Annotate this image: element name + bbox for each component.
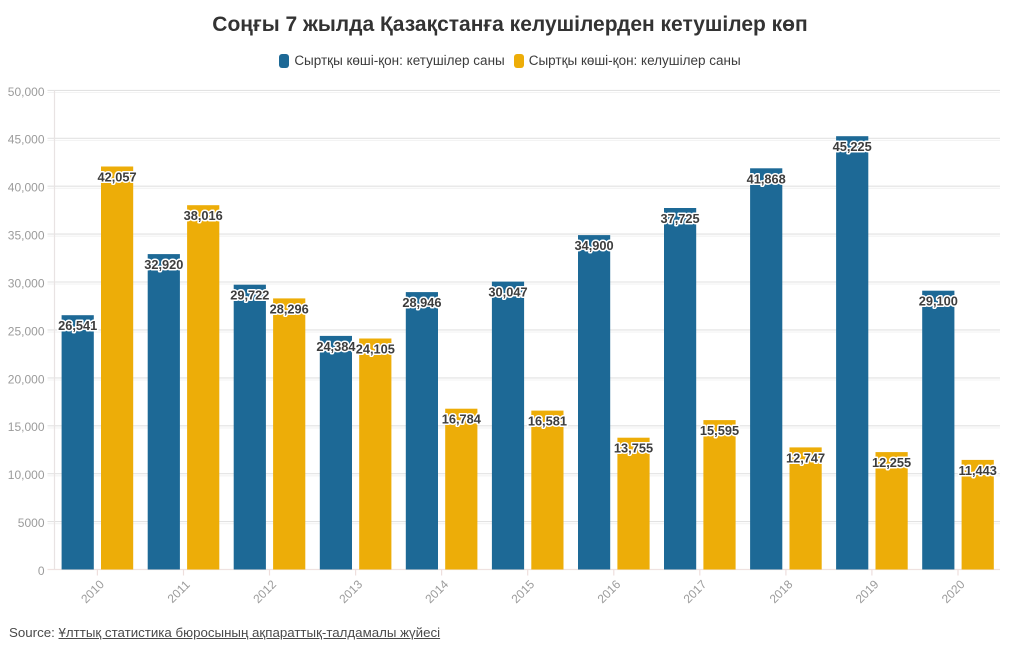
svg-text:12,255: 12,255 — [872, 455, 911, 470]
svg-text:2015: 2015 — [508, 577, 537, 606]
svg-text:50,000: 50,000 — [8, 85, 45, 99]
svg-text:45,000: 45,000 — [8, 133, 45, 147]
svg-text:26,541: 26,541 — [58, 318, 97, 333]
svg-text:30,000: 30,000 — [8, 276, 45, 290]
svg-text:24,384: 24,384 — [316, 339, 356, 354]
svg-text:16,581: 16,581 — [528, 414, 567, 429]
svg-text:38,016: 38,016 — [184, 208, 223, 223]
svg-text:20,000: 20,000 — [8, 372, 45, 386]
svg-text:15,595: 15,595 — [700, 423, 739, 438]
svg-text:28,946: 28,946 — [402, 295, 441, 310]
svg-text:2016: 2016 — [595, 577, 624, 606]
svg-text:16,784: 16,784 — [442, 412, 482, 427]
svg-text:2014: 2014 — [422, 577, 451, 606]
svg-text:45,225: 45,225 — [833, 139, 872, 154]
svg-text:41,868: 41,868 — [747, 171, 786, 186]
svg-text:2010: 2010 — [78, 577, 107, 606]
svg-text:24,105: 24,105 — [356, 342, 395, 357]
svg-text:13,755: 13,755 — [614, 441, 653, 456]
svg-text:0: 0 — [38, 564, 45, 578]
svg-text:2019: 2019 — [853, 577, 882, 606]
svg-text:32,920: 32,920 — [144, 257, 183, 272]
svg-text:40,000: 40,000 — [8, 181, 45, 195]
svg-text:42,057: 42,057 — [98, 170, 137, 185]
svg-text:29,100: 29,100 — [919, 294, 958, 309]
svg-text:2012: 2012 — [250, 577, 279, 606]
svg-text:10,000: 10,000 — [8, 468, 45, 482]
svg-text:2017: 2017 — [681, 577, 710, 606]
svg-text:2011: 2011 — [165, 577, 193, 605]
svg-text:35,000: 35,000 — [8, 229, 45, 243]
svg-text:25,000: 25,000 — [8, 324, 45, 338]
svg-text:5000: 5000 — [18, 516, 45, 530]
svg-text:2018: 2018 — [767, 577, 796, 606]
svg-text:29,722: 29,722 — [230, 288, 269, 303]
svg-text:2020: 2020 — [939, 577, 968, 606]
svg-text:30,047: 30,047 — [488, 285, 527, 300]
svg-text:37,725: 37,725 — [661, 211, 700, 226]
svg-text:11,443: 11,443 — [958, 463, 996, 478]
svg-text:12,747: 12,747 — [786, 450, 825, 465]
svg-text:34,900: 34,900 — [575, 238, 614, 253]
svg-text:2013: 2013 — [336, 577, 365, 606]
svg-text:28,296: 28,296 — [270, 301, 309, 316]
svg-text:15,000: 15,000 — [8, 420, 45, 434]
